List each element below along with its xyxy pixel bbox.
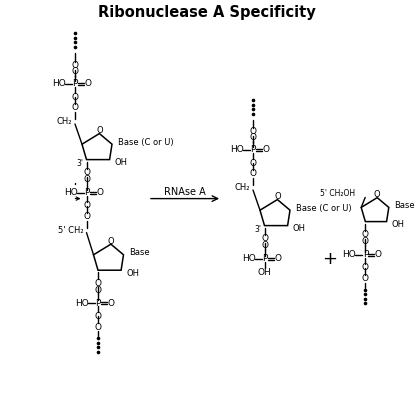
Text: O: O <box>96 188 103 197</box>
Text: HO: HO <box>342 250 356 259</box>
Text: O: O <box>263 145 269 155</box>
Text: 3': 3' <box>76 159 83 168</box>
Text: Base: Base <box>129 248 150 257</box>
Text: O: O <box>249 127 256 136</box>
Text: OH: OH <box>115 158 127 167</box>
Text: O: O <box>71 66 78 76</box>
Text: P: P <box>84 188 89 197</box>
Text: O: O <box>107 236 114 246</box>
Text: O: O <box>362 263 369 272</box>
Text: RNAse A: RNAse A <box>164 186 206 197</box>
Text: OH: OH <box>126 269 139 278</box>
Text: O: O <box>83 175 90 184</box>
Text: O: O <box>95 312 102 321</box>
Text: O: O <box>374 190 381 199</box>
Text: Base (C or U): Base (C or U) <box>118 138 173 147</box>
Text: Base (C or U): Base (C or U) <box>296 204 352 213</box>
Text: P: P <box>250 145 256 155</box>
Text: O: O <box>95 286 102 295</box>
Text: +: + <box>322 249 337 267</box>
Text: O: O <box>362 230 369 239</box>
Text: O: O <box>96 126 103 135</box>
Text: 3': 3' <box>254 225 261 234</box>
Text: O: O <box>83 212 90 221</box>
Text: O: O <box>107 299 115 308</box>
Text: HO: HO <box>63 188 77 197</box>
Text: O: O <box>83 168 90 177</box>
Text: O: O <box>261 241 268 250</box>
Text: Ribonuclease A Specificity: Ribonuclease A Specificity <box>98 6 316 20</box>
Text: 5' CH₂: 5' CH₂ <box>58 226 83 235</box>
Text: OH: OH <box>258 268 271 277</box>
Text: CH₂: CH₂ <box>234 184 250 193</box>
Text: O: O <box>249 158 256 168</box>
Text: O: O <box>362 274 369 283</box>
Text: O: O <box>71 103 78 112</box>
Text: O: O <box>95 279 102 288</box>
Text: O: O <box>71 92 78 101</box>
Text: HO: HO <box>75 299 89 308</box>
Text: P: P <box>363 250 368 259</box>
Text: HO: HO <box>242 254 255 263</box>
Text: HO: HO <box>52 79 66 88</box>
Text: O: O <box>274 192 281 201</box>
Text: O: O <box>375 250 382 259</box>
Text: P: P <box>72 79 78 88</box>
Text: O: O <box>95 323 102 332</box>
Text: OH: OH <box>293 224 305 233</box>
Text: 5' CH₂OH: 5' CH₂OH <box>320 189 355 198</box>
Text: O: O <box>249 169 256 179</box>
Text: O: O <box>83 201 90 210</box>
Text: O: O <box>71 61 78 70</box>
Text: P: P <box>262 254 267 263</box>
Text: P: P <box>95 299 101 308</box>
Text: O: O <box>249 133 256 142</box>
Text: OH: OH <box>392 220 405 229</box>
Text: O: O <box>362 237 369 246</box>
Text: HO: HO <box>230 145 244 155</box>
Text: Base: Base <box>394 201 415 210</box>
Text: O: O <box>274 254 281 263</box>
Text: O: O <box>261 234 268 243</box>
Text: O: O <box>85 79 91 88</box>
Text: CH₂: CH₂ <box>56 118 72 127</box>
